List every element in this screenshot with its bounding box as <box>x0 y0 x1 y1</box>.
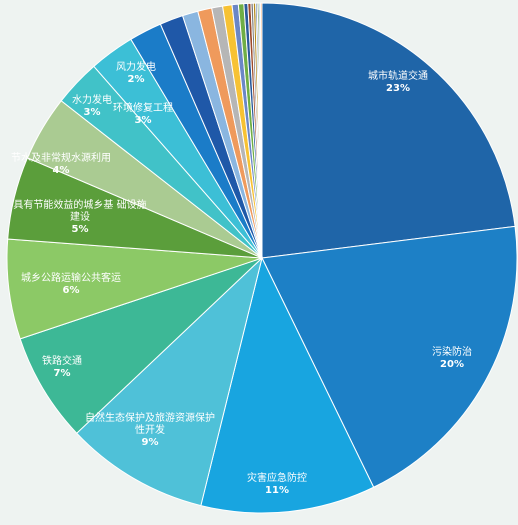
pie-slices <box>6 2 518 514</box>
slice-label-10: 环境修复工程 3% <box>113 101 173 126</box>
slice-percent-9: 3% <box>84 107 101 118</box>
slice-label-1: 城市轨道交通 23% <box>368 69 428 94</box>
slice-label-2: 污染防治 20% <box>432 345 472 370</box>
slice-name-8: 节水及非常规水源利用 <box>11 151 111 164</box>
slice-name-10: 环境修复工程 <box>113 101 173 114</box>
slice-label-6: 城乡公路运输公共客运 6% <box>21 271 121 296</box>
pie-slice-26 <box>259 2 263 259</box>
slice-name-9: 水力发电 <box>72 93 112 106</box>
slice-name-2: 污染防治 <box>432 345 472 358</box>
pie-slice-4 <box>76 256 263 507</box>
slice-name-5: 铁路交通 <box>42 354 82 367</box>
slice-name-3: 灾害应急防控 <box>247 471 307 484</box>
slice-percent-7: 5% <box>72 224 89 235</box>
slice-label-8: 节水及非常规水源利用 4% <box>11 151 111 176</box>
slice-name-1: 城市轨道交通 <box>368 69 428 82</box>
pie-slice-2 <box>261 225 518 488</box>
slice-percent-10: 3% <box>135 115 152 126</box>
pie-slice-3 <box>200 256 375 514</box>
slice-label-9: 水力发电 3% <box>72 93 112 118</box>
slice-label-11: 风力发电 2% <box>116 60 156 85</box>
slice-percent-4: 9% <box>142 437 159 448</box>
slice-percent-3: 11% <box>265 485 289 496</box>
pie-slice-5 <box>19 257 263 434</box>
slice-name-11: 风力发电 <box>116 60 156 73</box>
slice-percent-5: 7% <box>54 368 71 379</box>
slice-name-7: 建设 <box>70 210 90 223</box>
slice-percent-6: 6% <box>63 285 80 296</box>
slice-label-5: 铁路交通 7% <box>42 354 82 379</box>
slice-name-4: 自然生态保护及旅游资源保护 <box>85 411 215 424</box>
slice-label-7: 具有节能效益的城乡基 础设施建设 5% <box>13 198 146 235</box>
slice-name-7: 具有节能效益的城乡基 础设施 <box>13 198 146 211</box>
pie-slice-1 <box>261 2 516 259</box>
slice-percent-1: 23% <box>386 83 410 94</box>
slice-name-4: 性开发 <box>135 423 165 436</box>
slice-label-4: 自然生态保护及旅游资源保护性开发 9% <box>85 411 215 448</box>
slice-label-3: 灾害应急防控 11% <box>247 471 307 496</box>
slice-name-6: 城乡公路运输公共客运 <box>21 271 121 284</box>
slice-percent-2: 20% <box>440 359 464 370</box>
slice-percent-8: 4% <box>53 165 70 176</box>
slice-percent-11: 2% <box>128 74 145 85</box>
pie-labels: 城市轨道交通 23% 污染防治 20% 灾害应急防控 11% 自然生态保护及旅游资源保护性开… <box>11 60 472 496</box>
